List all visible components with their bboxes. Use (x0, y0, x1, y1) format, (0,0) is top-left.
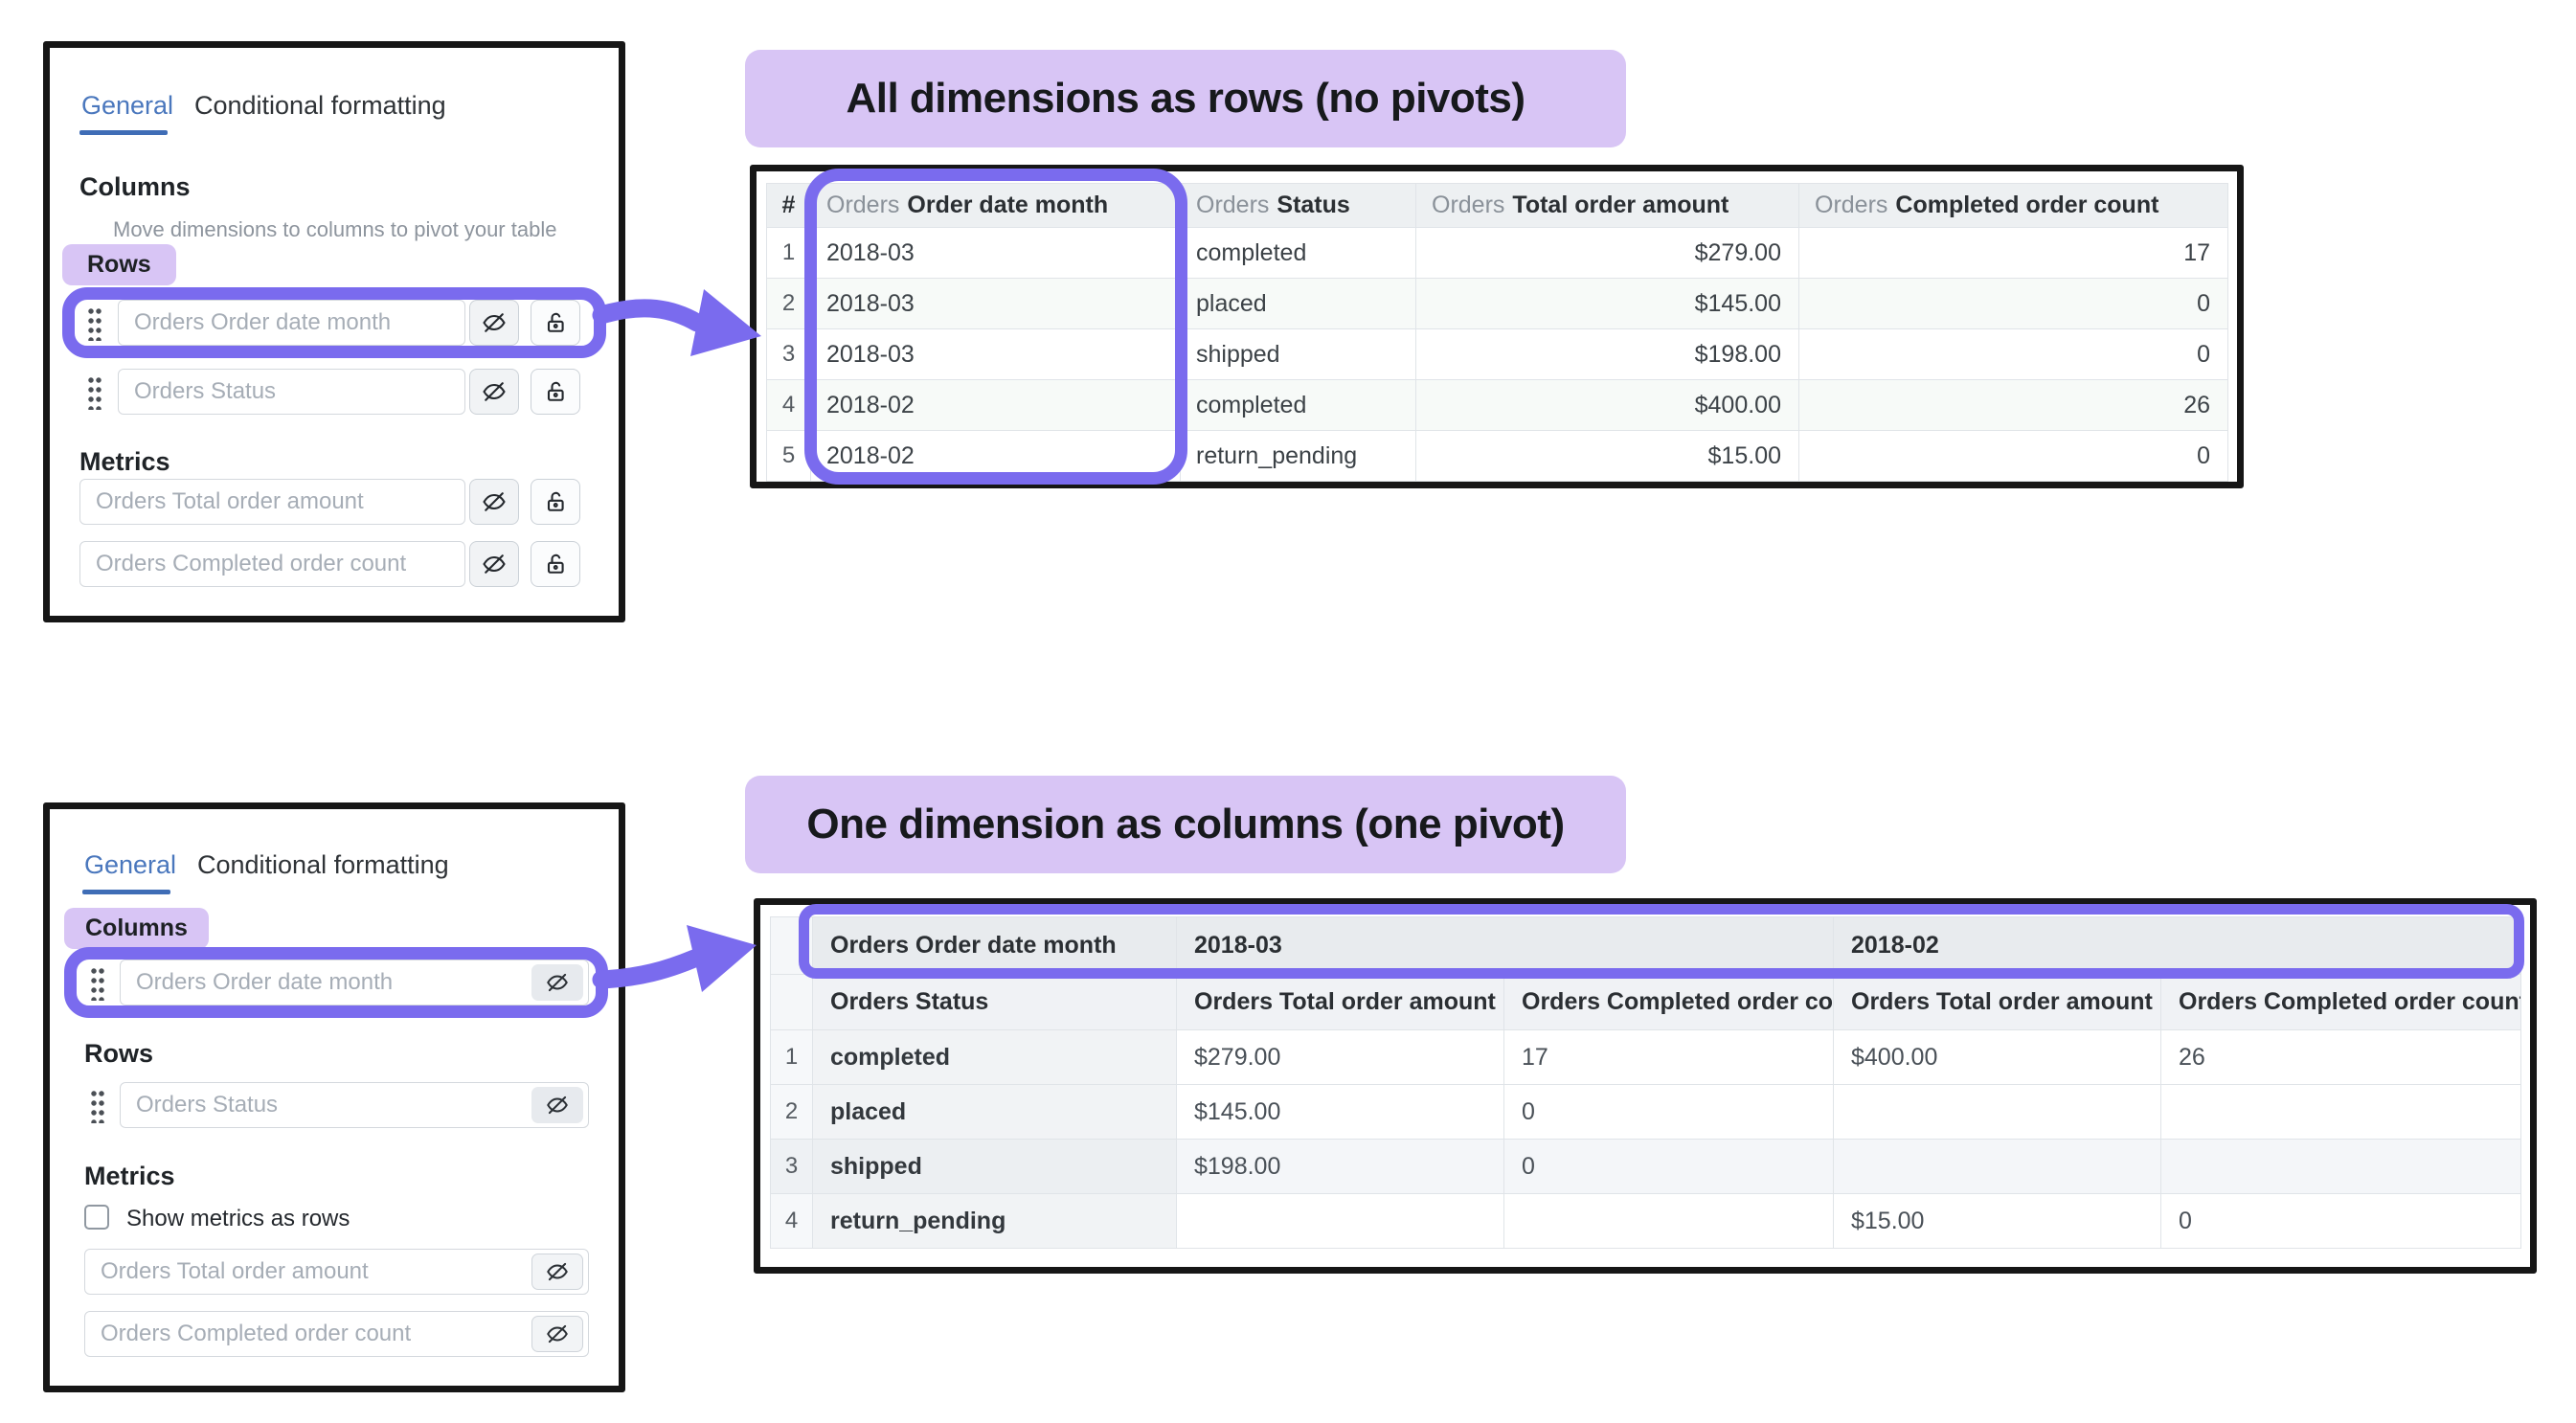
column-header-order-date-month[interactable]: Orders Order date month (810, 183, 1181, 228)
eye-off-icon (547, 973, 568, 992)
eye-off-icon (547, 1095, 568, 1115)
columns-section-badge: Columns (64, 908, 209, 949)
pivot-dimension-label: Orders Order date month (812, 916, 1177, 975)
results-table-one-pivot: Orders Order date month 2018-03 2018-02 … (754, 898, 2537, 1274)
table-row: 1 completed $279.00 17 $400.00 26 (770, 1029, 2521, 1085)
freeze-toggle-button[interactable] (531, 479, 580, 525)
field-orders-completed-order-count[interactable]: Orders Completed order count (79, 541, 465, 587)
visibility-toggle-button[interactable] (469, 541, 519, 587)
tab-general[interactable]: General (81, 91, 174, 120)
table-row: 2 placed $145.00 0 (770, 1084, 2521, 1140)
visibility-toggle-button[interactable] (469, 369, 519, 415)
visibility-toggle-button[interactable] (469, 479, 519, 525)
drag-handle-icon[interactable] (90, 1089, 105, 1123)
column-header-completed-order-count[interactable]: Orders Completed order count (1503, 974, 1834, 1030)
row-number-header: # (766, 183, 811, 228)
tab-conditional-formatting[interactable]: Conditional formatting (194, 91, 446, 120)
table-config-panel-no-pivot: General Conditional formatting Columns M… (43, 41, 625, 622)
drag-handle-icon[interactable] (90, 966, 105, 1001)
metrics-heading: Metrics (79, 447, 170, 476)
tab-conditional-formatting[interactable]: Conditional formatting (197, 850, 449, 879)
field-orders-total-order-amount[interactable]: Orders Total order amount (84, 1249, 589, 1295)
table-header-row: # Orders Order date month Orders Status Or… (766, 183, 2228, 228)
visibility-toggle-button[interactable] (531, 1087, 583, 1123)
rows-heading: Rows (84, 1039, 154, 1068)
lock-open-icon (547, 381, 564, 401)
pivot-value-2018-03: 2018-03 (1176, 916, 1834, 975)
lock-open-icon (547, 491, 564, 511)
visibility-toggle-button[interactable] (531, 1316, 583, 1352)
pivot-value-2018-02: 2018-02 (1833, 916, 2521, 975)
table-row: 3 2018-03 shipped $198.00 0 (766, 328, 2228, 380)
table-config-panel-one-pivot: General Conditional formatting Columns O… (43, 802, 625, 1392)
show-metrics-as-rows-label: Show metrics as rows (126, 1206, 350, 1231)
results-table-no-pivot: # Orders Order date month Orders Status Or… (750, 165, 2244, 488)
tab-general[interactable]: General (84, 850, 177, 879)
pivot-header-row: Orders Order date month 2018-03 2018-02 (770, 916, 2521, 975)
headline-one-pivot: One dimension as columns (one pivot) (745, 776, 1626, 873)
lock-open-icon (547, 553, 564, 574)
column-header-completed-order-count[interactable]: Orders Completed order count (2160, 974, 2521, 1030)
arrow-right-icon (592, 289, 761, 356)
column-header-status[interactable]: Orders Status (1180, 183, 1416, 228)
column-header-status[interactable]: Orders Status (812, 974, 1177, 1030)
show-metrics-as-rows-checkbox[interactable] (84, 1205, 109, 1230)
rows-section-badge: Rows (62, 244, 176, 285)
table-header-row: Orders Status Orders Total order amount … (770, 974, 2521, 1030)
freeze-toggle-button[interactable] (531, 300, 580, 346)
drag-handle-icon[interactable] (87, 375, 102, 410)
field-orders-order-date-month[interactable]: Orders Order date month (120, 960, 589, 1005)
freeze-toggle-button[interactable] (531, 369, 580, 415)
column-header-completed-order-count[interactable]: Orders Completed order count (1798, 183, 2228, 228)
column-header-total-order-amount[interactable]: Orders Total order amount (1176, 974, 1504, 1030)
eye-off-icon (483, 492, 506, 511)
table-row: 4 return_pending $15.00 0 (770, 1193, 2521, 1249)
field-orders-total-order-amount[interactable]: Orders Total order amount (79, 479, 465, 525)
field-orders-status[interactable]: Orders Status (118, 369, 465, 415)
eye-off-icon (483, 313, 506, 332)
table-row: 5 2018-02 return_pending $15.00 0 (766, 430, 2228, 482)
columns-heading: Columns (79, 172, 191, 201)
visibility-toggle-button[interactable] (531, 1254, 583, 1290)
visibility-toggle-button[interactable] (469, 300, 519, 346)
active-tab-underline (82, 890, 170, 894)
metrics-heading: Metrics (84, 1162, 175, 1190)
lock-open-icon (547, 312, 564, 332)
field-orders-status[interactable]: Orders Status (120, 1082, 589, 1128)
eye-off-icon (547, 1324, 568, 1344)
columns-helper-text: Move dimensions to columns to pivot your… (113, 217, 557, 241)
table-row: 4 2018-02 completed $400.00 26 (766, 379, 2228, 431)
corner-cell (770, 916, 813, 975)
eye-off-icon (547, 1262, 568, 1281)
column-header-total-order-amount[interactable]: Orders Total order amount (1833, 974, 2161, 1030)
field-orders-completed-order-count[interactable]: Orders Completed order count (84, 1311, 589, 1357)
field-orders-order-date-month[interactable]: Orders Order date month (118, 300, 465, 346)
table-row: 2 2018-03 placed $145.00 0 (766, 278, 2228, 329)
drag-handle-icon[interactable] (87, 306, 102, 341)
visibility-toggle-button[interactable] (531, 964, 583, 1001)
headline-no-pivots: All dimensions as rows (no pivots) (745, 50, 1626, 147)
corner-cell (770, 974, 813, 1030)
column-header-total-order-amount[interactable]: Orders Total order amount (1415, 183, 1799, 228)
eye-off-icon (483, 382, 506, 401)
active-tab-underline (79, 130, 168, 135)
table-row: 3 shipped $198.00 0 (770, 1139, 2521, 1194)
table-row: 1 2018-03 completed $279.00 17 (766, 227, 2228, 279)
eye-off-icon (483, 554, 506, 574)
freeze-toggle-button[interactable] (531, 541, 580, 587)
